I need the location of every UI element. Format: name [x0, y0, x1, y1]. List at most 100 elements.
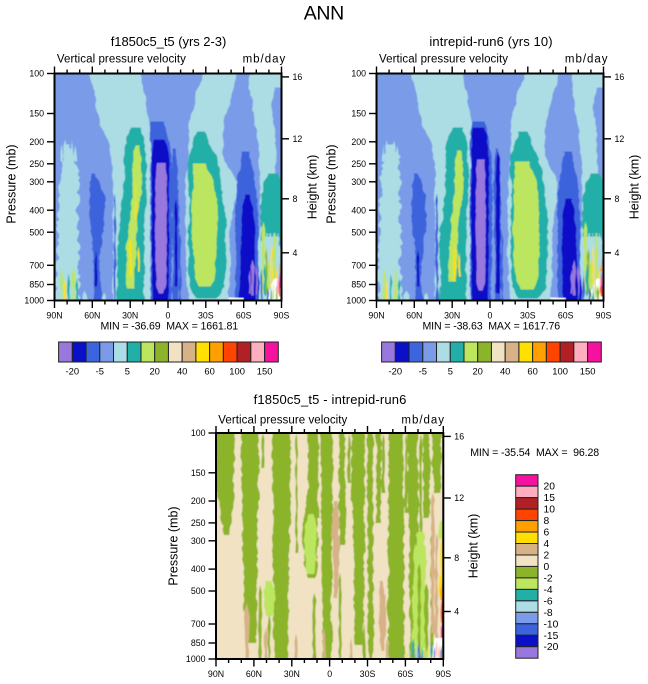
svg-text:700: 700 [191, 619, 206, 629]
svg-text:0: 0 [488, 310, 493, 320]
svg-text:60N: 60N [84, 310, 100, 320]
svg-text:5: 5 [448, 366, 453, 377]
svg-text:90N: 90N [368, 310, 384, 320]
svg-text:30N: 30N [444, 310, 460, 320]
svg-text:100: 100 [552, 366, 568, 377]
svg-text:100: 100 [229, 366, 245, 377]
svg-text:MIN = -36.69 MAX = 1661.81: MIN = -36.69 MAX = 1661.81 [100, 320, 238, 332]
svg-text:300: 300 [29, 177, 44, 187]
svg-text:intrepid-run6 (yrs 10): intrepid-run6 (yrs 10) [429, 34, 552, 49]
svg-text:300: 300 [351, 177, 366, 187]
svg-text:250: 250 [191, 518, 206, 528]
svg-text:0: 0 [166, 310, 171, 320]
svg-text:30S: 30S [520, 310, 536, 320]
svg-text:400: 400 [191, 564, 206, 574]
svg-text:200: 200 [29, 137, 44, 147]
svg-text:500: 500 [29, 227, 44, 237]
svg-text:400: 400 [29, 205, 44, 215]
svg-text:4: 4 [454, 607, 459, 617]
svg-text:30N: 30N [284, 669, 300, 679]
svg-text:-20: -20 [66, 366, 80, 377]
svg-text:1000: 1000 [346, 296, 366, 306]
svg-text:1000: 1000 [24, 296, 44, 306]
svg-text:-5: -5 [96, 366, 104, 377]
svg-text:60N: 60N [246, 669, 262, 679]
svg-text:700: 700 [29, 260, 44, 270]
svg-text:90S: 90S [274, 310, 290, 320]
svg-text:Vertical pressure velocity: Vertical pressure velocity [379, 53, 508, 65]
svg-text:8: 8 [544, 516, 550, 527]
svg-text:30N: 30N [122, 310, 138, 320]
svg-text:0: 0 [327, 669, 332, 679]
svg-text:100: 100 [29, 69, 44, 79]
svg-text:850: 850 [29, 280, 44, 290]
svg-text:8: 8 [615, 194, 620, 204]
svg-text:Height (km): Height (km) [628, 155, 642, 220]
svg-text:-15: -15 [544, 631, 559, 642]
svg-text:500: 500 [191, 586, 206, 596]
svg-text:f1850c5_t5 - intrepid-run6: f1850c5_t5 - intrepid-run6 [254, 392, 407, 407]
svg-text:-6: -6 [544, 596, 553, 607]
svg-text:ANN: ANN [304, 3, 345, 25]
svg-text:12: 12 [293, 134, 303, 144]
svg-text:150: 150 [580, 366, 596, 377]
svg-text:12: 12 [615, 134, 625, 144]
svg-text:30S: 30S [198, 310, 214, 320]
svg-text:20: 20 [544, 482, 556, 493]
svg-text:f1850c5_t5 (yrs 2-3): f1850c5_t5 (yrs 2-3) [111, 34, 227, 49]
svg-text:500: 500 [351, 227, 366, 237]
svg-text:-20: -20 [544, 642, 559, 653]
svg-text:10: 10 [544, 505, 556, 516]
svg-text:8: 8 [293, 194, 298, 204]
svg-text:6: 6 [544, 528, 550, 539]
svg-text:40: 40 [177, 366, 187, 377]
svg-text:4: 4 [293, 248, 298, 258]
svg-text:0: 0 [544, 562, 550, 573]
svg-text:700: 700 [351, 260, 366, 270]
svg-text:60S: 60S [558, 310, 574, 320]
svg-text:20: 20 [472, 366, 482, 377]
svg-text:60: 60 [527, 366, 537, 377]
svg-text:Pressure (mb): Pressure (mb) [5, 144, 19, 223]
svg-text:90N: 90N [208, 669, 224, 679]
svg-text:Vertical pressure velocity: Vertical pressure velocity [218, 414, 347, 426]
svg-text:150: 150 [191, 468, 206, 478]
svg-text:8: 8 [454, 553, 459, 563]
svg-text:5: 5 [125, 366, 130, 377]
svg-text:mb/day: mb/day [401, 414, 444, 426]
svg-text:1000: 1000 [186, 654, 206, 664]
svg-text:60N: 60N [406, 310, 422, 320]
svg-text:60: 60 [204, 366, 214, 377]
svg-text:4: 4 [615, 248, 620, 258]
svg-text:200: 200 [351, 137, 366, 147]
svg-text:250: 250 [351, 159, 366, 169]
svg-text:90N: 90N [46, 310, 62, 320]
svg-text:12: 12 [454, 493, 464, 503]
svg-text:200: 200 [191, 496, 206, 506]
svg-text:850: 850 [191, 638, 206, 648]
svg-text:-8: -8 [544, 608, 553, 619]
svg-text:-10: -10 [544, 619, 559, 630]
svg-text:MIN = -35.54 MAX = 96.28: MIN = -35.54 MAX = 96.28 [470, 447, 599, 459]
svg-text:4: 4 [544, 539, 550, 550]
svg-text:60S: 60S [398, 669, 414, 679]
svg-text:400: 400 [351, 205, 366, 215]
svg-text:MIN = -38.63 MAX = 1617.76: MIN = -38.63 MAX = 1617.76 [422, 320, 560, 332]
svg-text:2: 2 [544, 551, 550, 562]
svg-text:150: 150 [351, 109, 366, 119]
svg-text:-5: -5 [419, 366, 427, 377]
svg-text:30S: 30S [360, 669, 376, 679]
svg-text:Vertical pressure velocity: Vertical pressure velocity [57, 53, 186, 65]
svg-text:mb/day: mb/day [565, 53, 608, 65]
svg-text:300: 300 [191, 536, 206, 546]
svg-text:250: 250 [29, 159, 44, 169]
svg-text:-20: -20 [389, 366, 403, 377]
svg-text:16: 16 [615, 72, 625, 82]
svg-text:150: 150 [257, 366, 273, 377]
svg-text:150: 150 [29, 109, 44, 119]
svg-text:20: 20 [149, 366, 159, 377]
svg-text:90S: 90S [596, 310, 612, 320]
svg-text:-4: -4 [544, 585, 553, 596]
svg-text:Height (km): Height (km) [306, 155, 320, 220]
svg-text:Pressure (mb): Pressure (mb) [325, 144, 339, 223]
